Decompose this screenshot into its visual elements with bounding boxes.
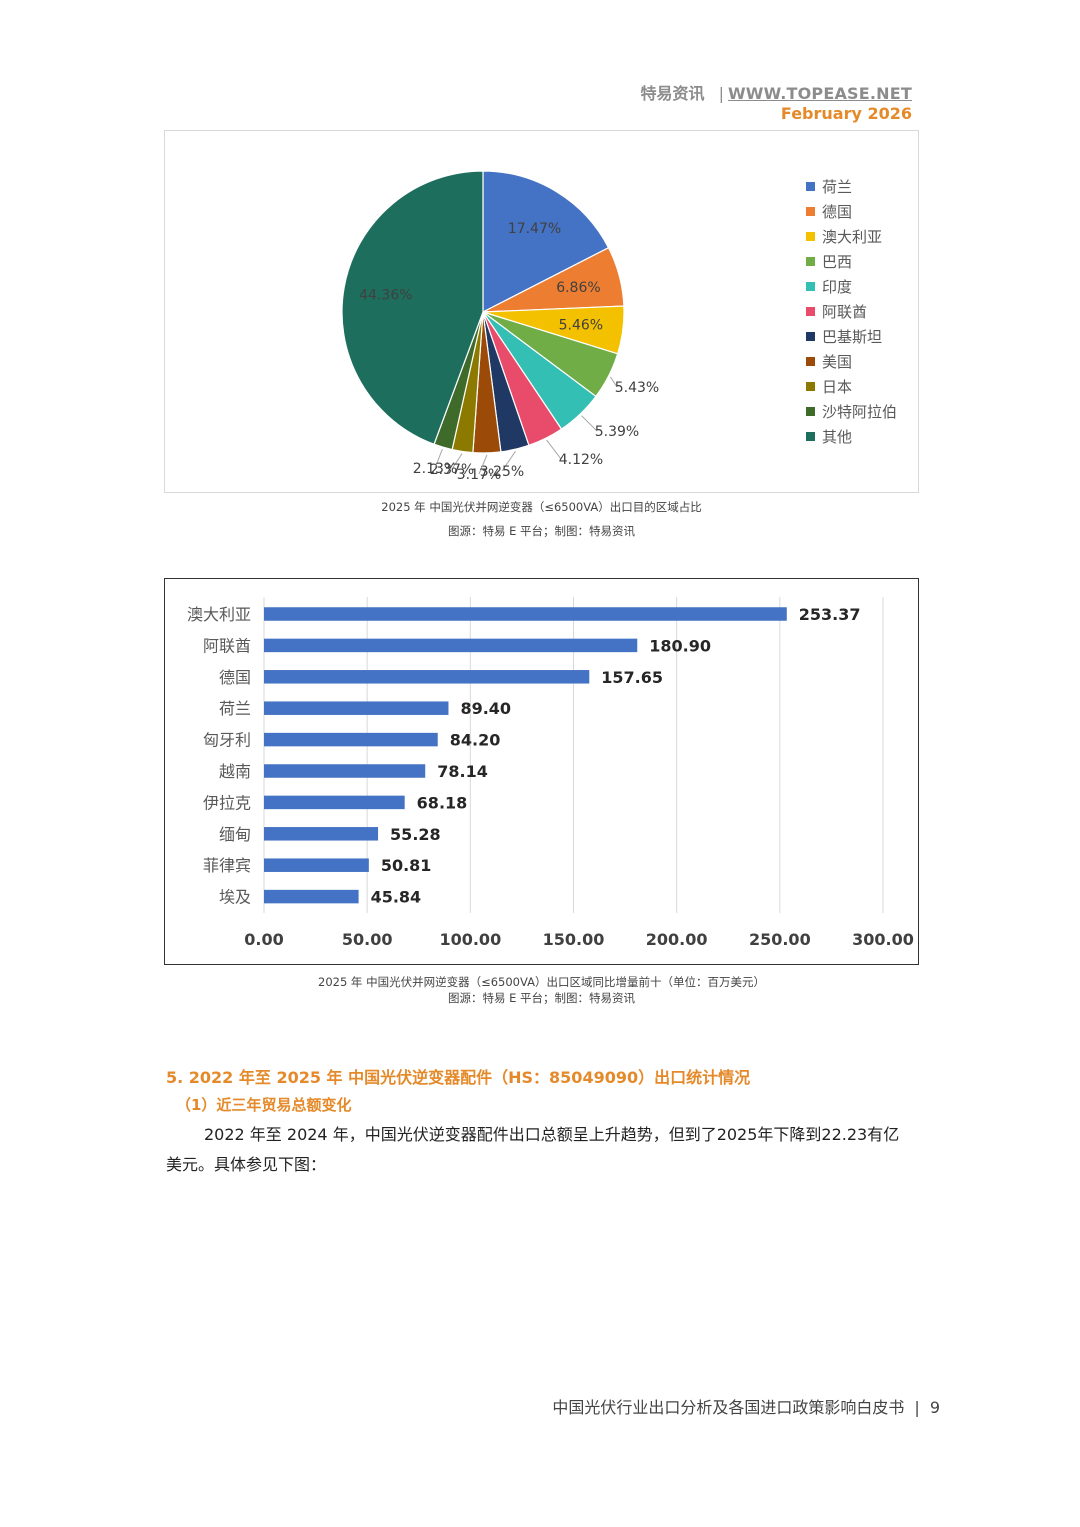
pie-data-label: 4.12% <box>559 452 603 468</box>
bar <box>264 889 359 904</box>
legend-label: 其他 <box>822 428 852 446</box>
bar-value-label: 89.40 <box>460 699 511 718</box>
pie-leader-line <box>609 376 618 388</box>
bar <box>264 732 438 747</box>
bar-value-label: 50.81 <box>381 856 432 875</box>
pie-slice <box>341 170 484 446</box>
header-separator: | <box>718 84 724 103</box>
legend-swatch <box>806 432 815 441</box>
bar-caption: 2025 年 中国光伏并网逆变器（≤6500VA）出口区域同比增量前十（单位：百… <box>318 975 765 989</box>
legend-swatch <box>806 257 815 266</box>
bar-value-label: 45.84 <box>371 888 422 907</box>
footer-separator: | <box>914 1398 920 1417</box>
bar <box>264 607 787 621</box>
legend-label: 德国 <box>822 203 852 221</box>
header-brand: 特易资讯 | WWW.TOPEASE.NET <box>640 80 912 104</box>
section-title: 5. 2022 年至 2025 年 中国光伏逆变器配件（HS：85049090）… <box>166 1068 751 1087</box>
bar <box>264 795 405 810</box>
bar-category-label: 德国 <box>219 668 251 687</box>
pie-caption: 2025 年 中国光伏并网逆变器（≤6500VA）出口目的区域占比 <box>381 500 702 514</box>
x-tick-label: 200.00 <box>646 930 708 949</box>
legend-label: 荷兰 <box>822 178 852 196</box>
bar-category-label: 荷兰 <box>219 699 251 718</box>
legend-swatch <box>806 182 815 191</box>
legend-label: 澳大利亚 <box>822 228 882 246</box>
legend-swatch <box>806 407 815 416</box>
x-tick-label: 100.00 <box>439 930 501 949</box>
pie-data-label: 17.47% <box>508 221 561 237</box>
pie-data-label: 2.13% <box>413 461 457 477</box>
bar-category-label: 阿联酋 <box>203 636 251 655</box>
legend-swatch <box>806 332 815 341</box>
bar-value-label: 84.20 <box>450 731 501 750</box>
bar-value-label: 55.28 <box>390 825 441 844</box>
page-number: 9 <box>929 1398 940 1417</box>
bar-chart-svg: 0.00 50.00 100.00 150.00 200.00 250.00 300.00 2… <box>187 597 914 949</box>
legend-swatch <box>806 232 815 241</box>
pie-slice <box>482 170 610 313</box>
bar-value-label: 157.65 <box>601 668 663 687</box>
bar-source: 图源：特易 E 平台；制图：特易资讯 <box>447 991 636 1005</box>
bar-category-label: 埃及 <box>219 888 251 907</box>
x-tick-label: 0.00 <box>244 930 283 949</box>
pie-leader-line <box>501 451 516 472</box>
pie-leader-line <box>546 439 562 460</box>
legend-label: 巴西 <box>822 253 852 271</box>
bar-category-label: 匈牙利 <box>203 731 251 750</box>
subsection-title: （1）近三年贸易总额变化 <box>176 1096 352 1114</box>
bar <box>264 764 426 778</box>
footer-title: 中国光伏行业出口分析及各国进口政策影响白皮书 <box>552 1398 905 1417</box>
x-tick-label: 150.00 <box>543 930 605 949</box>
header-date: February 2026 <box>780 104 912 123</box>
bar-category-label: 越南 <box>219 762 251 781</box>
bar-value-label: 253.37 <box>799 605 861 624</box>
pie-chart: 17.47% 6.86% 5.46% 5.43% 5.39% 4.12% 3.25% 3.17… <box>164 130 919 493</box>
pie-data-label: 44.36% <box>359 288 412 304</box>
pie-source: 图源：特易 E 平台；制图：特易资讯 <box>447 524 636 538</box>
pie-data-label: 5.46% <box>559 318 603 334</box>
bar-category-label: 澳大利亚 <box>187 605 251 624</box>
pie-data-label: 5.39% <box>595 424 639 440</box>
bar-value-label: 78.14 <box>437 762 488 781</box>
bar-chart: 0.00 50.00 100.00 150.00 200.00 250.00 300.00 2… <box>164 578 919 965</box>
legend-swatch <box>806 382 815 391</box>
legend-label: 巴基斯坦 <box>822 328 882 346</box>
legend-swatch <box>806 307 815 316</box>
pie-data-label: 5.43% <box>615 380 659 396</box>
pie-leader-line <box>478 454 488 475</box>
x-tick-label: 250.00 <box>749 930 811 949</box>
x-tick-label: 50.00 <box>342 930 393 949</box>
pie-data-label: 3.17% <box>457 467 501 483</box>
bar-value-label: 68.18 <box>417 793 468 812</box>
legend-swatch <box>806 207 815 216</box>
bar-category-label: 缅甸 <box>219 825 251 844</box>
bar <box>264 858 369 872</box>
legend-label: 印度 <box>822 278 852 296</box>
pie-data-label: 3.25% <box>480 464 524 480</box>
pie-data-label: 2.37% <box>430 462 474 478</box>
pie-leader-line <box>434 448 443 469</box>
bar <box>264 638 638 653</box>
legend-swatch <box>806 357 815 366</box>
bar-value-label: 180.90 <box>649 636 711 655</box>
pie-data-label: 6.86% <box>556 280 600 296</box>
page-footer: 中国光伏行业出口分析及各国进口政策影响白皮书 | 9 <box>440 1394 940 1418</box>
legend-swatch <box>806 282 815 291</box>
legend-label: 沙特阿拉伯 <box>822 403 897 421</box>
legend-label: 美国 <box>822 353 852 371</box>
pie-leader-line <box>451 453 463 470</box>
bar-category-label: 菲律宾 <box>203 856 251 875</box>
legend-label: 日本 <box>822 378 852 396</box>
legend-label: 阿联酋 <box>822 303 867 321</box>
x-tick-label: 300.00 <box>852 930 914 949</box>
bar <box>264 670 590 684</box>
bar <box>264 701 449 715</box>
bar-category-label: 伊拉克 <box>203 793 251 812</box>
site-link[interactable]: WWW.TOPEASE.NET <box>727 84 912 103</box>
pie-chart-svg: 17.47% 6.86% 5.46% 5.43% 5.39% 4.12% 3.25%3.17… <box>341 170 897 483</box>
pie-leader-line <box>581 415 598 432</box>
brand-name: 特易资讯 <box>640 84 705 103</box>
bar <box>264 827 379 841</box>
body-paragraph: 2022 年至 2024 年，中国光伏逆变器配件出口总额呈上升趋势，但到了202… <box>166 1125 900 1174</box>
